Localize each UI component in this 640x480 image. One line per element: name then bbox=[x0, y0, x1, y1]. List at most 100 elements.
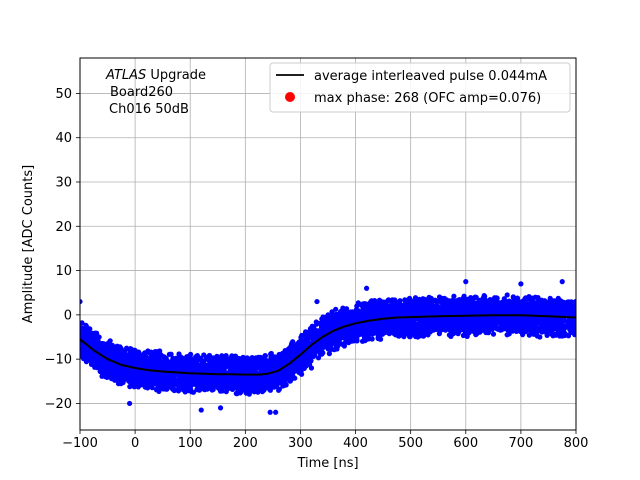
sample-point bbox=[480, 301, 486, 307]
sample-point bbox=[118, 355, 124, 361]
sample-point bbox=[243, 386, 249, 392]
sample-point bbox=[99, 373, 105, 379]
sample-point bbox=[472, 330, 478, 336]
sample-point bbox=[488, 306, 494, 312]
sample-point bbox=[149, 385, 155, 391]
sample-point bbox=[127, 384, 133, 390]
sample-point bbox=[342, 311, 348, 317]
sample-point bbox=[470, 295, 476, 301]
sample-point bbox=[183, 388, 189, 394]
sample-point bbox=[382, 329, 388, 336]
sample-point bbox=[326, 351, 332, 357]
sample-point bbox=[233, 368, 239, 374]
sample-point bbox=[271, 359, 278, 365]
sample-point bbox=[291, 345, 297, 351]
sample-point bbox=[551, 298, 557, 304]
sample-point bbox=[184, 354, 190, 360]
sample-point bbox=[378, 336, 384, 342]
sample-point bbox=[201, 352, 207, 358]
sample-point bbox=[427, 323, 434, 329]
sample-point bbox=[572, 323, 576, 329]
sample-point bbox=[243, 390, 249, 396]
sample-point bbox=[104, 374, 110, 380]
sample-point bbox=[423, 324, 429, 330]
sample-point bbox=[333, 341, 339, 347]
sample-point bbox=[534, 333, 540, 339]
sample-point bbox=[570, 306, 576, 312]
sample-point bbox=[561, 299, 567, 305]
sample-point bbox=[403, 321, 409, 327]
sample-point bbox=[554, 304, 560, 311]
sample-point bbox=[314, 321, 320, 327]
sample-point bbox=[353, 307, 359, 313]
sample-point bbox=[363, 311, 369, 317]
sample-point bbox=[405, 303, 411, 309]
sample-point bbox=[309, 348, 315, 354]
sample-point bbox=[549, 331, 555, 337]
sample-point bbox=[170, 379, 176, 385]
sample-point bbox=[179, 357, 185, 363]
sample-point bbox=[262, 368, 268, 374]
sample-point bbox=[107, 341, 113, 347]
sample-point bbox=[339, 341, 345, 347]
sample-point bbox=[388, 321, 394, 327]
sample-point bbox=[189, 389, 195, 395]
sample-point bbox=[170, 386, 176, 392]
sample-point bbox=[218, 361, 224, 367]
sample-point bbox=[369, 336, 375, 342]
sample-point bbox=[299, 332, 305, 338]
sample-point bbox=[365, 307, 371, 313]
sample-point bbox=[236, 379, 242, 385]
sample-point bbox=[80, 333, 84, 339]
sample-point bbox=[284, 367, 290, 373]
sample-point bbox=[339, 334, 345, 340]
sample-point bbox=[184, 358, 191, 364]
sample-point bbox=[179, 366, 185, 372]
sample-point bbox=[98, 369, 105, 375]
sample-point bbox=[138, 380, 145, 386]
sample-point bbox=[540, 310, 547, 316]
sample-point bbox=[330, 333, 336, 339]
sample-point bbox=[305, 336, 311, 342]
sample-point bbox=[183, 374, 190, 380]
sample-point bbox=[238, 384, 244, 390]
sample-point bbox=[145, 385, 151, 391]
sample-point bbox=[205, 354, 211, 360]
sample-point bbox=[233, 390, 239, 397]
sample-point bbox=[146, 349, 152, 356]
sample-point bbox=[504, 319, 510, 326]
sample-point bbox=[556, 324, 562, 330]
sample-point bbox=[376, 297, 383, 303]
sample-point bbox=[512, 326, 518, 333]
sample-point bbox=[174, 361, 180, 367]
sample-point bbox=[510, 295, 517, 301]
sample-point bbox=[117, 345, 124, 351]
sample-point bbox=[193, 366, 199, 372]
sample-point bbox=[115, 349, 121, 355]
sample-point bbox=[416, 330, 422, 336]
sample-point bbox=[212, 362, 218, 368]
sample-point bbox=[400, 302, 406, 308]
sample-point bbox=[198, 362, 204, 368]
sample-point bbox=[80, 320, 85, 326]
sample-point bbox=[345, 337, 352, 343]
sample-point bbox=[173, 355, 179, 361]
sample-point bbox=[85, 357, 91, 363]
sample-point bbox=[457, 297, 463, 303]
sample-point bbox=[93, 358, 99, 364]
sample-point bbox=[149, 356, 155, 362]
sample-point bbox=[298, 369, 304, 375]
sample-point bbox=[287, 378, 293, 384]
sample-point bbox=[361, 335, 368, 341]
sample-point bbox=[411, 307, 417, 313]
sample-point bbox=[202, 382, 208, 388]
sample-point bbox=[252, 388, 258, 394]
sample-point bbox=[175, 388, 182, 394]
sample-point bbox=[466, 297, 472, 303]
sample-point bbox=[80, 350, 84, 356]
sample-point bbox=[216, 381, 222, 387]
sample-point bbox=[232, 361, 238, 367]
sample-point bbox=[555, 295, 561, 301]
sample-point bbox=[358, 310, 364, 317]
sample-point bbox=[333, 306, 339, 312]
